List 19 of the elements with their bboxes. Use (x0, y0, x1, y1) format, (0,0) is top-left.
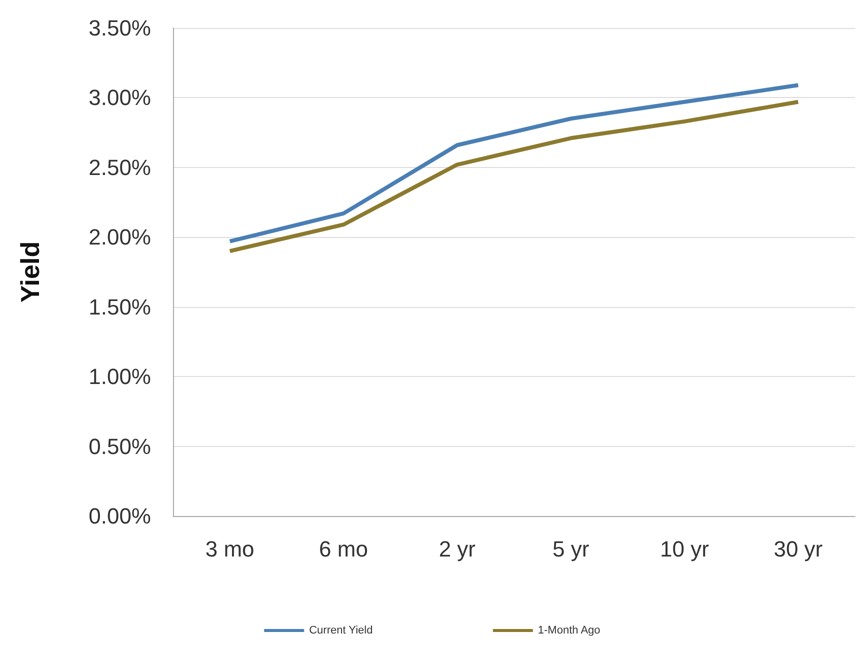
legend-label: 1-Month Ago (538, 624, 600, 636)
y-tick-label: 3.00% (88, 85, 151, 110)
y-tick-label: 0.50% (88, 434, 151, 459)
y-tick-label: 1.50% (88, 294, 151, 320)
x-tick-label: 3 mo (205, 536, 254, 562)
y-tick-label: 1.00% (88, 364, 151, 390)
y-tick-label: 2.00% (88, 224, 151, 250)
y-tick-label: 2.50% (88, 154, 151, 180)
x-tick-label: 30 yr (774, 536, 823, 562)
y-axis-title: Yield (15, 241, 45, 303)
y-tick-label: 0.00% (88, 504, 151, 528)
line-series (228, 100, 800, 254)
y-tick-label: 3.50% (88, 16, 151, 40)
line-series (228, 83, 800, 244)
x-tick-label: 2 yr (438, 536, 476, 562)
x-tick-label: 5 yr (552, 536, 590, 562)
x-tick-label: 6 mo (319, 536, 368, 562)
x-tick-label: 10 yr (660, 536, 709, 562)
legend-label: Current Yield (309, 624, 373, 636)
